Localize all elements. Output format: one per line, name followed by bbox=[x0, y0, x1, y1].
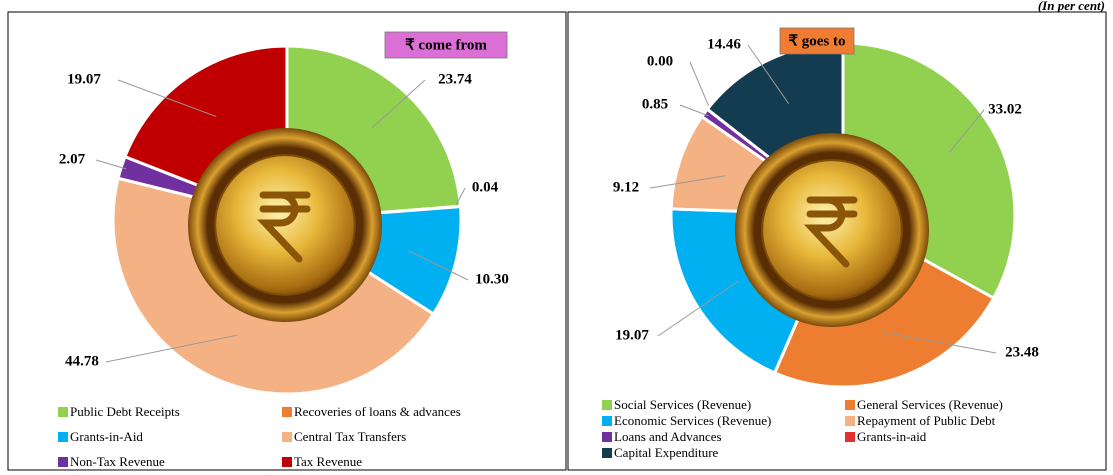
leader-line bbox=[657, 280, 739, 337]
legend-swatch bbox=[602, 432, 612, 442]
legend-label: Non-Tax Revenue bbox=[70, 454, 165, 469]
leader-line bbox=[679, 104, 709, 117]
legend-label: Repayment of Public Debt bbox=[857, 413, 996, 428]
legend-label: Grants-in-aid bbox=[857, 429, 927, 444]
legend-label: Social Services (Revenue) bbox=[614, 397, 751, 412]
legend-swatch bbox=[602, 448, 612, 458]
leader-line bbox=[371, 79, 426, 129]
legend-swatch bbox=[845, 400, 855, 410]
data-label: 44.78 bbox=[65, 353, 99, 369]
data-label: 33.02 bbox=[988, 101, 1022, 117]
leader-line bbox=[882, 331, 997, 354]
data-label: 23.74 bbox=[438, 71, 472, 87]
data-label: 19.07 bbox=[615, 327, 649, 343]
data-label: 0.04 bbox=[472, 179, 499, 195]
unit-note: (In per cent) bbox=[1038, 0, 1105, 13]
chart-title: ₹ goes to bbox=[788, 33, 845, 49]
leader-line bbox=[649, 175, 726, 189]
leader-line bbox=[949, 109, 985, 153]
legend-label: Loans and Advances bbox=[614, 429, 722, 444]
title-badge bbox=[779, 27, 855, 55]
legend-swatch bbox=[282, 457, 292, 467]
chart-right: 33.02 23.48 19.07 9.12 0.85 0.00 14.46 ₹ goes t… bbox=[602, 27, 1039, 460]
data-label: 14.46 bbox=[707, 36, 741, 52]
legend-label: Public Debt Receipts bbox=[70, 404, 180, 419]
data-label: 9.12 bbox=[613, 179, 639, 195]
legend-label: Central Tax Transfers bbox=[294, 429, 406, 444]
leader-line bbox=[689, 61, 712, 113]
data-label: 10.30 bbox=[475, 271, 509, 287]
panel-right bbox=[567, 11, 1107, 471]
chart-left: 23.74 0.04 10.30 44.78 2.07 19.07 ₹ come from P… bbox=[58, 31, 509, 469]
chart-title: ₹ come from bbox=[405, 37, 487, 53]
panel-left bbox=[7, 11, 567, 471]
legend-swatch bbox=[58, 457, 68, 467]
legend-label: General Services (Revenue) bbox=[857, 397, 1003, 412]
leader-line bbox=[408, 250, 469, 281]
data-label: 2.07 bbox=[59, 151, 86, 167]
data-label: 19.07 bbox=[67, 71, 101, 87]
leader-line bbox=[95, 159, 127, 170]
legend-swatch bbox=[845, 416, 855, 426]
leader-line bbox=[454, 187, 466, 208]
leader-line bbox=[747, 44, 790, 105]
legend-swatch bbox=[602, 416, 612, 426]
legend-label: Capital Expenditure bbox=[614, 445, 719, 460]
title-badge bbox=[384, 31, 508, 59]
leader-line bbox=[117, 79, 217, 118]
legend-swatch bbox=[58, 407, 68, 417]
legend-label: Economic Services (Revenue) bbox=[614, 413, 771, 428]
data-label: 23.48 bbox=[1005, 344, 1039, 360]
legend-swatch bbox=[845, 432, 855, 442]
legend-swatch bbox=[602, 400, 612, 410]
legend-label: Tax Revenue bbox=[294, 454, 362, 469]
legend-swatch bbox=[282, 432, 292, 442]
legend-swatch bbox=[58, 432, 68, 442]
rupee-glyph bbox=[803, 196, 858, 268]
rupee-glyph bbox=[256, 191, 311, 263]
data-label: 0.00 bbox=[647, 53, 673, 69]
leader-line bbox=[105, 334, 238, 363]
data-label: 0.85 bbox=[642, 96, 668, 112]
legend-label: Recoveries of loans & advances bbox=[294, 404, 461, 419]
legend-label: Grants-in-Aid bbox=[70, 429, 143, 444]
legend-swatch bbox=[282, 407, 292, 417]
